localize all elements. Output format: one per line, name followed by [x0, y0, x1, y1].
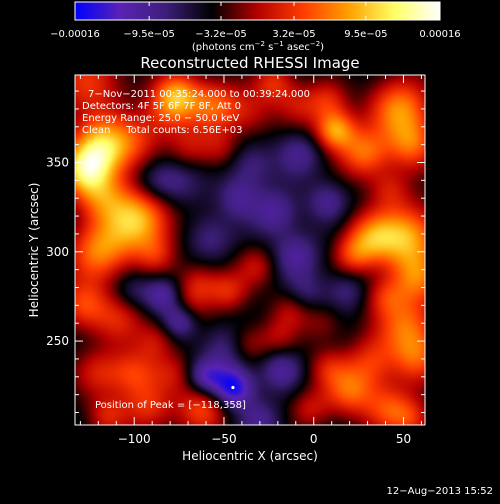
colorbar-tick-label: −3.2e−05	[195, 29, 247, 40]
peak-marker	[231, 385, 235, 390]
unit-exp: −2	[310, 40, 320, 48]
x-axis-label: Heliocentric X (arcsec)	[182, 449, 318, 463]
colorbar-tick-label: −9.5e−05	[123, 29, 175, 40]
x-tick-label: 0	[310, 432, 318, 446]
annotation-detectors: Detectors: 4F 5F 6F 7F 8F, Att 0	[82, 101, 241, 112]
colorbar-gradient	[74, 1, 441, 21]
unit-part: asec	[284, 42, 310, 53]
y-tick-label: 350	[46, 156, 69, 170]
colorbar-tick-label: −0.00016	[50, 29, 100, 40]
peak-position-label: Position of Peak = [−118,358]	[95, 400, 246, 411]
colorbar: −0.00016 −9.5e−05 −3.2e−05 3.2e−05 9.5e−05 0.…	[50, 1, 461, 53]
colorbar-tick-label: 0.00016	[419, 29, 460, 40]
colorbar-tick-label: 3.2e−05	[272, 29, 315, 40]
x-tick-label: −50	[211, 432, 236, 446]
unit-part: )	[320, 42, 324, 53]
footer-date: 12−Aug−2013 15:52	[387, 486, 493, 497]
annotation-time: 7−Nov−2011 00:35:24.000 to 00:39:24.000	[88, 89, 310, 100]
colorbar-unit-label: (photons cm−2 s−1 asec−2)	[192, 40, 324, 53]
colorbar-ticks: −0.00016 −9.5e−05 −3.2e−05 3.2e−05 9.5e−05 0.…	[50, 2, 461, 40]
heatmap-image	[75, 75, 425, 425]
x-tick-label: −100	[118, 432, 151, 446]
annotation-counts: Clean Total counts: 6.56E+03	[82, 125, 242, 136]
unit-part: s	[265, 42, 273, 53]
annotation-energy: Energy Range: 25.0 − 50.0 keV	[82, 113, 239, 124]
unit-exp: −2	[255, 40, 265, 48]
unit-part: (photons cm	[192, 42, 255, 53]
chart-title: Reconstructed RHESSI Image	[140, 54, 359, 72]
y-tick-label: 250	[46, 334, 69, 348]
peak-dot	[231, 385, 235, 390]
annotation-block: 7−Nov−2011 00:35:24.000 to 00:39:24.000 …	[82, 89, 310, 136]
y-tick-label: 300	[46, 245, 69, 259]
plot-frame	[74, 74, 426, 426]
x-tick-label: 50	[396, 432, 411, 446]
axis-ticks: −100 −50 0 50 250 300 350	[46, 75, 425, 446]
y-axis-label: Heliocentric Y (arcsec)	[27, 183, 41, 318]
unit-exp: −1	[273, 40, 283, 48]
colorbar-tick-label: 9.5e−05	[344, 29, 387, 40]
